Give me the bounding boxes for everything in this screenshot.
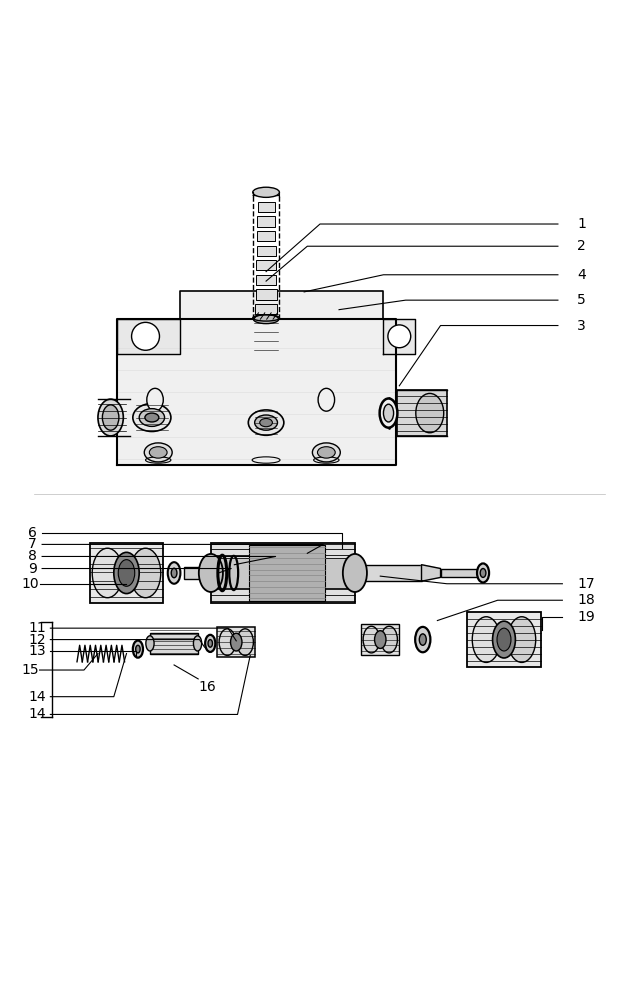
Bar — [256, 260, 276, 270]
Ellipse shape — [146, 636, 154, 651]
Text: 17: 17 — [577, 577, 595, 591]
Ellipse shape — [253, 315, 279, 324]
Ellipse shape — [416, 393, 444, 433]
Ellipse shape — [317, 447, 335, 458]
Bar — [397, 390, 447, 436]
Bar — [249, 545, 325, 601]
Ellipse shape — [497, 628, 511, 651]
Text: 6: 6 — [28, 526, 37, 540]
Ellipse shape — [230, 633, 242, 651]
Circle shape — [388, 325, 411, 348]
Bar — [255, 304, 277, 314]
Polygon shape — [180, 291, 383, 319]
Ellipse shape — [248, 410, 284, 435]
Ellipse shape — [144, 443, 172, 462]
Bar — [355, 565, 422, 581]
Bar — [255, 289, 276, 300]
Ellipse shape — [133, 404, 171, 431]
Text: 19: 19 — [577, 610, 595, 624]
Bar — [184, 567, 211, 579]
Ellipse shape — [374, 631, 386, 648]
Ellipse shape — [318, 388, 335, 411]
Polygon shape — [117, 319, 396, 465]
Ellipse shape — [136, 645, 140, 653]
Text: 9: 9 — [28, 562, 37, 576]
Polygon shape — [117, 319, 180, 354]
Text: 10: 10 — [22, 577, 40, 591]
Ellipse shape — [172, 568, 177, 578]
Text: 4: 4 — [577, 268, 586, 282]
Text: 2: 2 — [577, 239, 586, 253]
Bar — [257, 216, 275, 227]
Ellipse shape — [193, 636, 202, 651]
Ellipse shape — [255, 415, 278, 430]
Ellipse shape — [480, 569, 486, 577]
Ellipse shape — [145, 413, 159, 422]
Ellipse shape — [312, 443, 340, 462]
Bar — [90, 543, 163, 603]
Bar — [440, 569, 479, 577]
Ellipse shape — [219, 629, 236, 655]
Bar — [150, 633, 198, 654]
Ellipse shape — [102, 405, 119, 430]
Ellipse shape — [383, 404, 394, 422]
Text: 15: 15 — [22, 663, 40, 677]
Text: 7: 7 — [28, 537, 37, 551]
Ellipse shape — [133, 641, 143, 658]
Ellipse shape — [380, 398, 397, 428]
Polygon shape — [422, 565, 440, 581]
Ellipse shape — [118, 560, 135, 586]
Text: 3: 3 — [577, 319, 586, 333]
Text: 11: 11 — [28, 621, 46, 635]
Text: 13: 13 — [28, 644, 46, 658]
Text: 12: 12 — [28, 633, 46, 647]
Ellipse shape — [92, 548, 123, 598]
Ellipse shape — [415, 627, 430, 652]
Ellipse shape — [381, 626, 397, 653]
Ellipse shape — [98, 399, 124, 436]
Ellipse shape — [149, 447, 167, 458]
Ellipse shape — [199, 554, 223, 592]
Ellipse shape — [131, 548, 161, 598]
Ellipse shape — [363, 626, 380, 653]
Ellipse shape — [508, 617, 536, 662]
Text: 18: 18 — [577, 593, 595, 607]
Ellipse shape — [208, 640, 212, 647]
Ellipse shape — [237, 629, 253, 655]
Bar — [257, 231, 275, 241]
Ellipse shape — [147, 388, 163, 411]
Ellipse shape — [493, 621, 515, 658]
Text: 14: 14 — [28, 707, 46, 721]
Bar — [211, 558, 355, 588]
Text: 5: 5 — [577, 293, 586, 307]
Ellipse shape — [419, 634, 426, 645]
Bar — [211, 543, 355, 603]
Bar — [467, 612, 541, 667]
Ellipse shape — [114, 552, 139, 594]
Text: 16: 16 — [198, 680, 216, 694]
Ellipse shape — [477, 563, 489, 582]
Bar — [257, 202, 275, 212]
Ellipse shape — [253, 187, 280, 197]
Ellipse shape — [139, 409, 164, 426]
Ellipse shape — [343, 554, 367, 592]
Ellipse shape — [260, 418, 273, 427]
Bar — [257, 246, 276, 256]
Text: 1: 1 — [577, 217, 586, 231]
Ellipse shape — [168, 562, 180, 584]
Text: 14: 14 — [28, 690, 46, 704]
Bar — [256, 275, 276, 285]
Ellipse shape — [205, 635, 215, 652]
Bar — [217, 627, 255, 657]
Bar — [361, 624, 399, 655]
Text: 8: 8 — [28, 549, 37, 563]
Polygon shape — [383, 319, 415, 354]
Circle shape — [132, 322, 159, 350]
Ellipse shape — [472, 617, 500, 662]
